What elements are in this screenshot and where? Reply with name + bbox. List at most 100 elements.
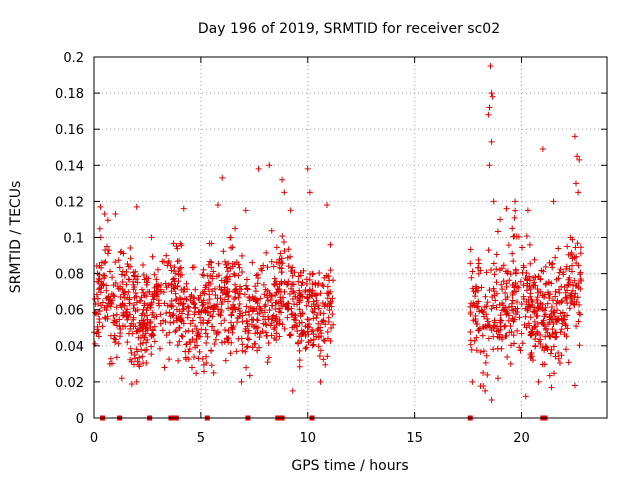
data-point — [178, 296, 185, 303]
data-point — [536, 305, 543, 312]
data-point — [225, 305, 232, 312]
data-point — [474, 303, 481, 310]
data-point — [494, 290, 501, 297]
data-point — [268, 332, 275, 339]
data-point — [262, 301, 269, 308]
data-point — [527, 314, 534, 321]
data-point — [537, 300, 544, 307]
data-point — [105, 300, 112, 307]
data-point — [544, 300, 551, 307]
data-point — [549, 330, 556, 337]
data-point — [302, 332, 309, 339]
data-point — [325, 273, 332, 280]
data-point — [309, 342, 316, 349]
data-point — [257, 295, 264, 302]
data-point — [498, 265, 505, 272]
data-point — [210, 268, 217, 275]
data-point — [105, 294, 112, 301]
data-point — [473, 285, 480, 292]
data-point — [533, 297, 540, 304]
data-point — [125, 314, 132, 321]
data-point — [512, 269, 519, 276]
data-point — [204, 333, 211, 340]
data-point — [296, 363, 303, 370]
data-point — [517, 347, 524, 354]
data-point — [115, 257, 122, 264]
data-point — [534, 320, 541, 327]
data-point — [539, 146, 546, 153]
data-point — [195, 332, 202, 339]
data-point — [138, 312, 145, 319]
data-point — [527, 290, 534, 297]
data-point — [526, 284, 533, 291]
data-point — [524, 207, 531, 214]
data-point — [309, 270, 316, 277]
data-point — [249, 259, 256, 266]
data-point — [200, 272, 207, 279]
data-point — [502, 306, 509, 313]
data-point — [141, 320, 148, 327]
data-point — [133, 378, 140, 385]
data-point — [251, 340, 258, 347]
data-point — [277, 259, 284, 266]
data-point — [241, 291, 248, 298]
x-tick-label: 20 — [513, 431, 530, 446]
data-point — [179, 333, 186, 340]
data-point — [164, 262, 171, 269]
data-point — [103, 282, 110, 289]
data-point — [489, 293, 496, 300]
data-point — [144, 301, 151, 308]
data-point — [467, 341, 474, 348]
data-point — [492, 297, 499, 304]
data-point — [288, 305, 295, 312]
data-point — [248, 321, 255, 328]
data-point — [128, 320, 135, 327]
data-point — [569, 255, 576, 262]
data-point — [317, 290, 324, 297]
data-point — [103, 304, 110, 311]
data-point — [256, 344, 263, 351]
data-point — [287, 207, 294, 214]
data-point — [481, 313, 488, 320]
data-point — [98, 259, 105, 266]
data-point — [533, 313, 540, 320]
data-point — [159, 327, 166, 334]
data-point — [184, 303, 191, 310]
data-point — [566, 279, 573, 286]
data-point — [319, 318, 326, 325]
data-point — [227, 319, 234, 326]
data-point — [234, 314, 241, 321]
data-point — [552, 293, 559, 300]
data-point — [483, 269, 490, 276]
data-point — [124, 339, 131, 346]
data-point — [285, 246, 292, 253]
data-point — [236, 308, 243, 315]
data-point — [467, 328, 474, 335]
data-point — [480, 369, 487, 376]
data-point — [287, 331, 294, 338]
data-point — [272, 299, 279, 306]
data-point — [176, 338, 183, 345]
data-point — [573, 253, 580, 260]
data-point — [105, 247, 112, 254]
data-point — [552, 316, 559, 323]
data-point — [245, 330, 252, 337]
data-point — [161, 258, 168, 265]
data-point — [183, 296, 190, 303]
data-point — [521, 321, 528, 328]
data-point — [513, 299, 520, 306]
data-point — [205, 261, 212, 268]
data-point — [239, 341, 246, 348]
data-point — [490, 302, 497, 309]
data-point — [310, 336, 317, 343]
data-point — [138, 294, 145, 301]
data-point — [306, 288, 313, 295]
data-point — [574, 153, 581, 160]
data-point — [488, 305, 495, 312]
data-point — [555, 355, 562, 362]
data-point — [95, 286, 102, 293]
data-point — [509, 297, 516, 304]
data-point — [157, 311, 164, 318]
data-point — [196, 308, 203, 315]
data-point — [568, 251, 575, 258]
